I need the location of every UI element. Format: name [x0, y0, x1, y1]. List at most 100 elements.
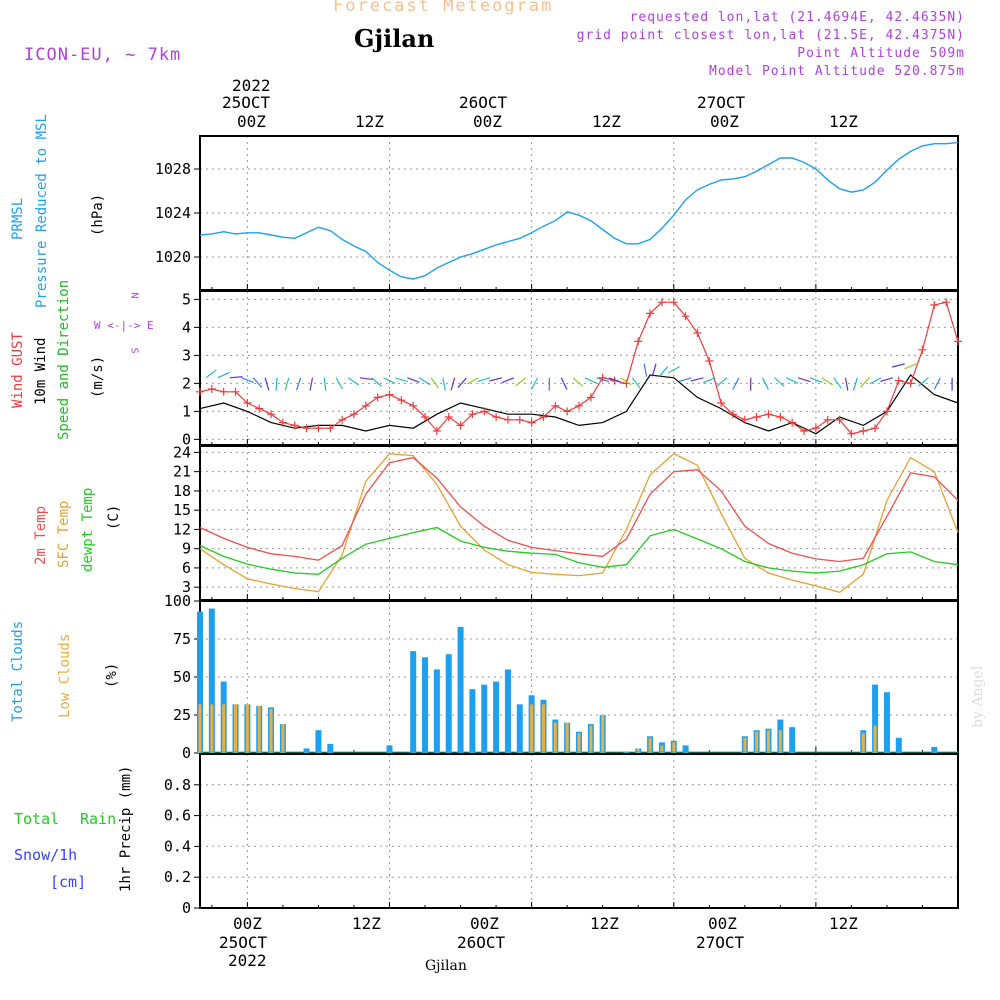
total-cloud-bar — [303, 748, 310, 753]
wind-direction-arrow — [572, 377, 584, 387]
snow-label: Snow/1h — [14, 846, 78, 864]
low-cloud-bar — [589, 725, 593, 753]
pressure-ytick-label-0: 1020 — [155, 248, 191, 266]
precip-ytick-label-0: 0 — [182, 899, 191, 917]
total-cloud-bar — [469, 689, 476, 753]
bottom-date-25oct: 25OCT — [219, 933, 268, 952]
bottom-date-26oct: 26OCT — [457, 933, 506, 952]
total-cloud-bar — [789, 727, 796, 753]
gust-marker — [302, 424, 311, 433]
wind-ytick-label-1: 1 — [182, 402, 191, 420]
dewpt-temp-line — [199, 526, 959, 575]
total-cloud-bar — [931, 746, 938, 753]
gust-marker — [373, 393, 382, 402]
wind-direction-arrow — [383, 377, 396, 384]
clouds-ytick-label-4: 100 — [164, 592, 191, 610]
gust-marker — [515, 415, 524, 424]
bottom-tick-00z-2: 00Z — [470, 914, 499, 933]
temp-ytick-label-6: 21 — [173, 463, 191, 481]
precip-ytick-label-4: 0.8 — [164, 776, 191, 794]
grid-point-coordinates: grid point closest lon,lat (21.5E, 42.43… — [576, 28, 965, 43]
gust-marker — [859, 427, 868, 435]
low-cloud-bar — [257, 705, 261, 753]
gust-marker — [444, 413, 453, 421]
precip-panel-frame — [199, 753, 959, 909]
wind-direction-arrow — [295, 377, 302, 391]
low-cloud-bar — [861, 733, 865, 753]
snow-unit-label: [cm] — [50, 873, 87, 891]
top-tick-00z-1: 00Z — [237, 112, 266, 131]
gust-marker — [740, 415, 749, 424]
gust-marker — [717, 399, 726, 407]
gust-marker — [409, 401, 418, 410]
wind-direction-arrow — [395, 377, 409, 383]
wind-direction-arrow — [457, 377, 467, 388]
wind-speed-line — [199, 374, 959, 435]
wind-direction-arrow — [774, 377, 785, 387]
wind-direction-arrow — [359, 377, 373, 381]
gust-marker — [752, 413, 761, 421]
wind-direction-arrow — [904, 363, 917, 370]
wind-ytick-label-3: 3 — [182, 346, 191, 364]
gust-marker — [207, 385, 216, 393]
model-label: ICON-EU, ~ 7km — [24, 45, 182, 65]
gust-marker — [811, 424, 820, 433]
wind-direction-arrow — [833, 377, 842, 389]
wind-direction-arrow — [620, 377, 632, 386]
gust-marker — [503, 415, 512, 424]
top-tick-12z-2: 12Z — [592, 112, 621, 131]
wind-direction-arrow — [560, 377, 568, 390]
top-tick-12z-1: 12Z — [355, 112, 384, 131]
low-cloud-bar — [565, 722, 569, 753]
gust-marker — [338, 415, 347, 424]
low-cloud-bar — [269, 708, 273, 753]
low-cloud-bar — [660, 745, 664, 753]
gust-marker — [196, 387, 204, 396]
low-cloud-bar — [210, 704, 214, 753]
wind-direction-arrow — [869, 377, 882, 385]
low-cloud-bar — [672, 742, 676, 753]
gust-marker — [290, 421, 299, 430]
clouds-ytick-label-1: 25 — [173, 706, 191, 724]
gust-marker — [894, 376, 903, 385]
wind-direction-arrow — [335, 377, 344, 390]
gust-line — [199, 301, 959, 435]
low-cloud-bar — [767, 730, 770, 753]
gust-marker — [551, 401, 560, 410]
footer-location: Gjilan — [425, 958, 467, 974]
compass-west-east: W <-|-> E — [94, 319, 154, 332]
wind-direction-arrow — [466, 377, 479, 385]
wind-direction-arrow — [809, 377, 823, 383]
point-altitude: Point Altitude 509m — [797, 46, 965, 61]
gust-marker — [349, 410, 358, 419]
gust-marker — [480, 407, 489, 416]
gust-marker — [468, 410, 477, 419]
bottom-tick-00z-1: 00Z — [233, 914, 262, 933]
gust-marker — [243, 399, 252, 407]
top-tick-00z-2: 00Z — [473, 112, 502, 131]
gust-marker — [326, 424, 335, 433]
precip-ytick-label-3: 0.6 — [164, 807, 191, 825]
wind-direction-arrow — [205, 369, 217, 379]
gust-marker — [954, 337, 962, 346]
gust-marker — [385, 390, 394, 399]
low-cloud-bar — [873, 725, 877, 753]
temp-ytick-label-5: 18 — [173, 482, 191, 500]
total-cloud-bar — [327, 743, 334, 753]
wind-direction-arrow — [859, 377, 870, 388]
rain-label: Rain — [80, 810, 117, 828]
wind-direction-arrow — [786, 377, 799, 384]
wind-direction-arrow — [264, 377, 270, 391]
low-cloud-bar — [222, 704, 226, 753]
gust-marker — [835, 415, 844, 424]
wind-direction-arrow — [608, 377, 622, 383]
wind-direction-arrow — [323, 377, 327, 391]
gust-marker — [397, 396, 406, 405]
pressure-line — [199, 141, 959, 280]
pressure-ytick-label-1: 1024 — [155, 204, 191, 222]
model-altitude: Model Point Altitude 520.875m — [709, 64, 965, 79]
gust-marker — [776, 413, 785, 421]
gust-marker — [278, 418, 287, 427]
total-cloud-bar — [410, 651, 417, 753]
